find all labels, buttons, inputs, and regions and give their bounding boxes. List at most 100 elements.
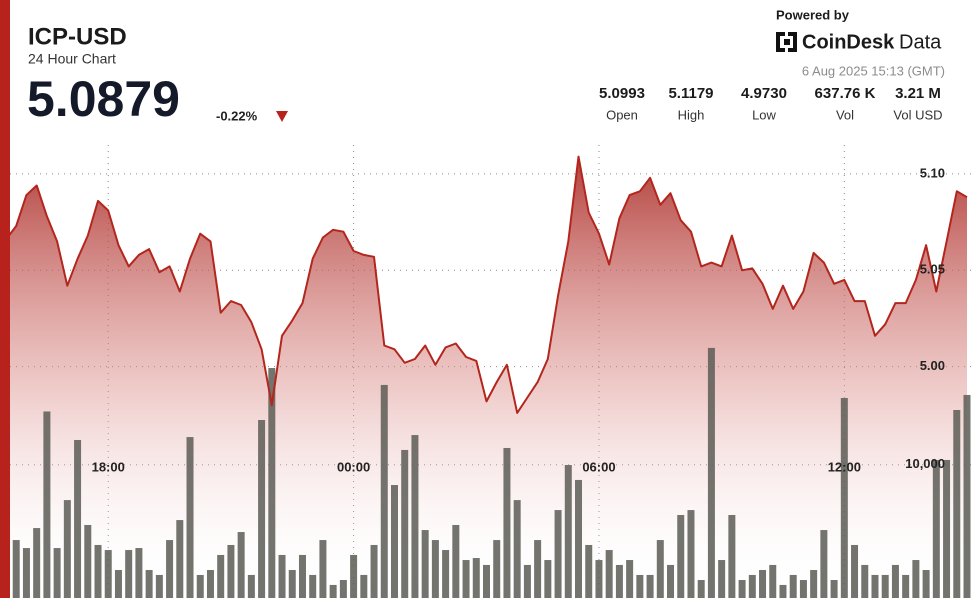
- volume-bar: [288, 570, 296, 598]
- volume-bar: [176, 520, 184, 598]
- volume-bar: [360, 574, 368, 598]
- stat-label: Vol: [836, 107, 854, 122]
- volume-bar: [217, 554, 225, 598]
- volume-bar: [953, 410, 961, 598]
- volume-bar: [442, 550, 450, 598]
- volume-bar: [738, 580, 746, 598]
- volume-bar: [799, 580, 807, 598]
- volume-bar: [166, 540, 174, 598]
- volume-bar: [462, 560, 470, 598]
- volume-bar: [707, 347, 715, 598]
- volume-bar: [196, 574, 204, 598]
- stat-value: 3.21 M: [895, 85, 941, 102]
- volume-bar: [656, 540, 664, 598]
- volume-bar: [227, 544, 235, 598]
- volume-bar: [135, 548, 143, 598]
- last-price: 5.0879: [27, 71, 180, 127]
- volume-bar: [748, 574, 756, 598]
- volume-bar: [411, 435, 419, 598]
- y-tick-label: 5.10: [920, 165, 945, 180]
- plot-area: 5.00 5.05 5.10 10,000 18:00 00:00 06:00 12:00: [2, 145, 973, 598]
- volume-bar: [840, 398, 848, 598]
- volume-bar: [881, 574, 889, 598]
- x-tick-label: 00:00: [337, 459, 370, 474]
- volume-bar: [851, 544, 859, 598]
- volume-bar: [43, 411, 51, 598]
- stat-value: 5.0993: [599, 85, 645, 102]
- volume-bar: [759, 570, 767, 598]
- volume-bar: [575, 479, 583, 598]
- volume-bar: [309, 574, 317, 598]
- chart-title: ICP-USD: [28, 23, 127, 50]
- x-tick-label: 18:00: [92, 459, 125, 474]
- logo-icon: [776, 32, 797, 52]
- volume-bar: [523, 564, 531, 598]
- stats: 5.0993 Open 5.1179 High 4.9730 Low 637.7…: [599, 85, 943, 122]
- y-tick-label: 5.05: [920, 262, 945, 277]
- volume-bar: [370, 544, 378, 598]
- volume-bar: [125, 550, 133, 598]
- volume-bar: [380, 384, 388, 598]
- volume-bar: [104, 550, 112, 598]
- volume-bar: [63, 500, 71, 598]
- volume-bar: [963, 394, 971, 598]
- volume-bar: [615, 564, 623, 598]
- chart-subtitle: 24 Hour Chart: [28, 51, 116, 67]
- accent-bar: [0, 0, 10, 598]
- volume-bar: [258, 419, 266, 598]
- volume-bar: [33, 528, 41, 598]
- stat-value: 4.9730: [741, 85, 787, 102]
- stat-label: High: [678, 107, 705, 122]
- timestamp: 6 Aug 2025 15:13 (GMT): [802, 63, 945, 78]
- volume-bar: [902, 574, 910, 598]
- volume-bar: [605, 550, 613, 598]
- volume-bar: [943, 459, 951, 598]
- volume-bar: [278, 554, 286, 598]
- change-percent: -0.22%: [216, 108, 258, 123]
- volume-bar: [493, 540, 501, 598]
- volume-bar: [390, 485, 398, 598]
- volume-bar: [626, 560, 634, 598]
- volume-bar: [22, 548, 30, 598]
- volume-bar: [237, 532, 245, 598]
- volume-bar: [329, 584, 337, 598]
- volume-bar: [350, 554, 358, 598]
- volume-bar: [646, 574, 654, 598]
- price-area: [6, 156, 967, 598]
- stat-label: Vol USD: [893, 107, 942, 122]
- powered-by: Powered by: [776, 7, 850, 22]
- volume-bar: [298, 554, 306, 598]
- volume-bar: [595, 560, 603, 598]
- volume-bar: [145, 570, 153, 598]
- volume-bar: [544, 560, 552, 598]
- volume-bar: [891, 564, 899, 598]
- volume-bar: [94, 544, 102, 598]
- volume-bar: [114, 570, 122, 598]
- volume-bar: [268, 368, 276, 598]
- volume-bar: [319, 540, 327, 598]
- volume-bar: [585, 544, 593, 598]
- volume-bar: [677, 514, 685, 598]
- volume-bar: [932, 459, 940, 598]
- volume-bar: [687, 510, 695, 598]
- stat-value: 5.1179: [668, 85, 713, 102]
- volume-bar: [155, 574, 163, 598]
- volume-bar: [84, 524, 92, 598]
- volume-bar: [483, 564, 490, 598]
- volume-bar: [472, 558, 480, 598]
- volume-bar: [534, 540, 542, 598]
- volume-bar: [636, 574, 644, 598]
- volume-bar: [247, 574, 255, 598]
- volume-bar: [789, 574, 797, 598]
- volume-bar: [779, 584, 787, 598]
- y-tick-label: 5.00: [920, 358, 945, 373]
- volume-bar: [820, 530, 828, 598]
- volume-bar: [452, 524, 460, 598]
- stat-value: 637.76 K: [815, 85, 876, 102]
- volume-bar: [922, 570, 930, 598]
- volume-bar: [513, 500, 521, 598]
- volume-bar: [769, 564, 777, 598]
- volume-bar: [74, 439, 82, 598]
- volume-bar: [912, 560, 920, 598]
